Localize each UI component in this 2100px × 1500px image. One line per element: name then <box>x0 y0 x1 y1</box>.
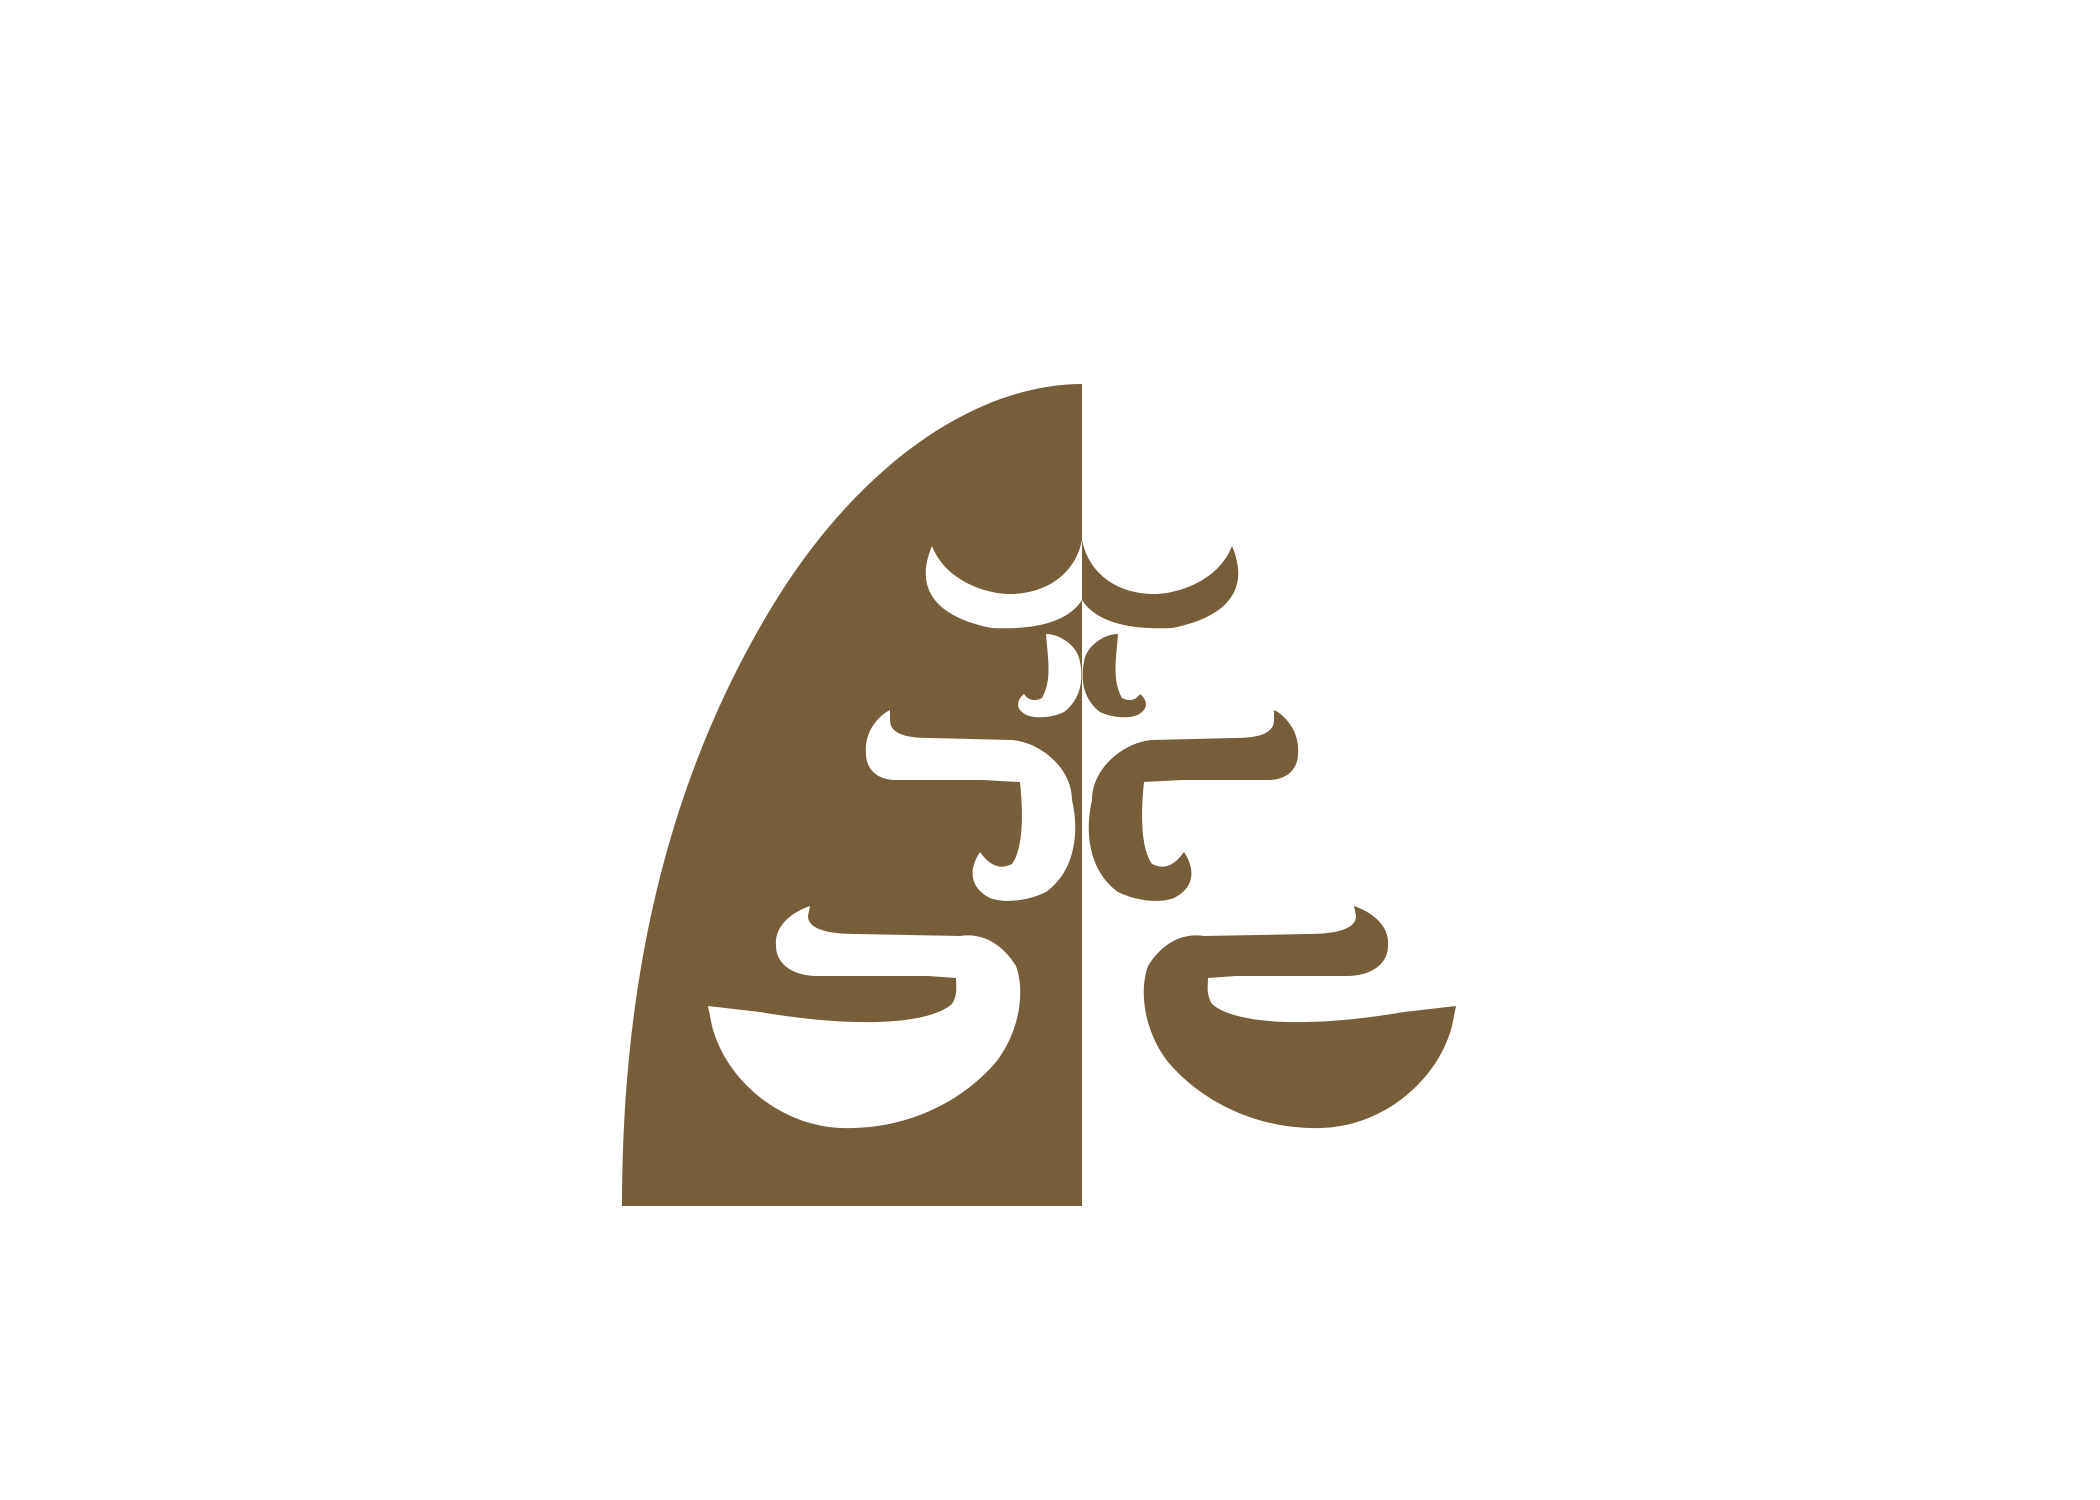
glyph-top-cup-right <box>1082 540 1239 629</box>
glyph-middle-hook-right <box>1088 710 1299 901</box>
glyph-middle-hook-left <box>865 710 1076 901</box>
emblem-white-glyph <box>708 540 1082 1129</box>
glyph-top-cup-left <box>925 540 1082 629</box>
glyph-bottom-bowl-right <box>1143 906 1456 1129</box>
emblem-right-half <box>1082 540 1456 1129</box>
glyph-bottom-bowl-left <box>708 906 1021 1129</box>
glyph-small-hook-right <box>1082 634 1146 718</box>
emblem-left-half <box>622 384 1082 1206</box>
glyph-small-hook-left <box>1018 634 1082 718</box>
